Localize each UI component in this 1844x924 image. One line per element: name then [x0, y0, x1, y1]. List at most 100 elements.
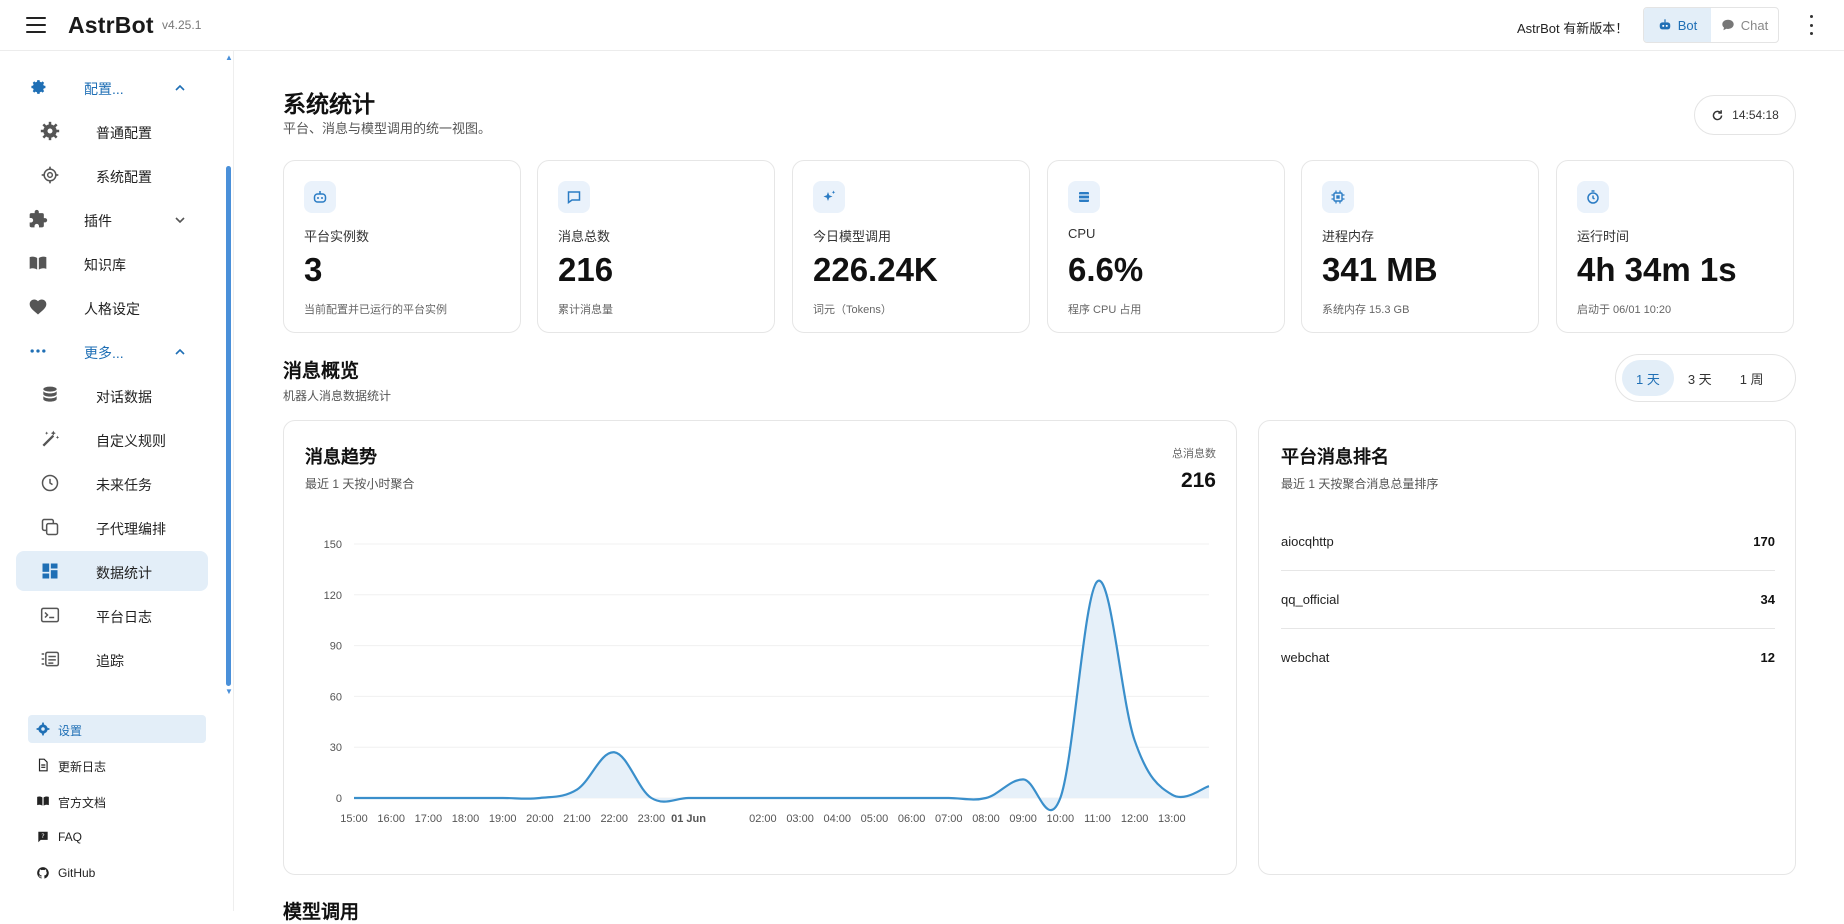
chat-mode-button[interactable]: Chat	[1711, 8, 1778, 42]
sidebar-item-statistics[interactable]: 数据统计	[16, 551, 208, 591]
sidebar-item-config[interactable]: 配置...	[16, 67, 208, 107]
x-tick-label: 19:00	[489, 813, 517, 825]
sidebar-item-future-tasks[interactable]: 未来任务	[16, 463, 208, 503]
y-tick-label: 30	[330, 742, 342, 754]
clock-icon	[40, 473, 60, 493]
stat-note: 词元（Tokens）	[813, 301, 892, 317]
x-tick-label: 15:00	[340, 813, 368, 825]
database-icon	[40, 385, 60, 405]
sidebar-item-more[interactable]: 更多...	[16, 331, 208, 371]
stat-label: 运行时间	[1577, 226, 1629, 245]
stat-card-platforms: 平台实例数 3 当前配置并已运行的平台实例	[283, 160, 521, 333]
x-tick-label: 07:00	[935, 813, 963, 825]
svg-text:?: ?	[41, 832, 44, 840]
sidebar-item-system-config[interactable]: 系统配置	[16, 155, 208, 195]
refresh-time: 14:54:18	[1732, 108, 1779, 122]
x-tick-label: 03:00	[786, 813, 814, 825]
stat-value: 4h 34m 1s	[1577, 251, 1737, 289]
scroll-down-arrow-icon[interactable]: ▼	[225, 687, 233, 696]
update-notice-link[interactable]: AstrBot 有新版本！	[1517, 18, 1628, 37]
sidebar-item-label: 数据统计	[96, 563, 152, 583]
cpu-icon	[1068, 181, 1100, 213]
chat-icon	[1721, 18, 1735, 32]
sidebar-item-trace[interactable]: 追踪	[16, 639, 208, 679]
page-subtitle: 平台、消息与模型调用的统一视图。	[283, 118, 491, 137]
stat-value: 6.6%	[1068, 251, 1143, 289]
app-brand[interactable]: AstrBot	[68, 12, 154, 39]
dashboard-icon	[40, 561, 60, 581]
ranking-row: qq_official 34	[1281, 571, 1775, 629]
sidebar-item-subagent[interactable]: 子代理编排	[16, 507, 208, 547]
sidebar-item-label: 对话数据	[96, 387, 152, 407]
sidebar-item-general-config[interactable]: 普通配置	[16, 111, 208, 151]
bottom-item-faq[interactable]: ? FAQ	[28, 823, 206, 851]
menu-icon[interactable]	[26, 17, 46, 33]
ranking-platform-count: 170	[1753, 534, 1775, 549]
stat-card-uptime: 运行时间 4h 34m 1s 启动于 06/01 10:20	[1556, 160, 1794, 333]
bottom-item-settings[interactable]: 设置	[28, 715, 206, 743]
x-tick-label: 23:00	[638, 813, 666, 825]
sidebar: 配置... 普通配置 系统配置 插件 知识库 人格设定 更多...	[0, 51, 234, 911]
chat-icon	[558, 181, 590, 213]
magic-wand-icon	[40, 429, 60, 449]
range-1-week-button[interactable]: 1 周	[1726, 360, 1778, 396]
y-tick-label: 60	[330, 691, 342, 703]
x-tick-label: 04:00	[823, 813, 851, 825]
robot-icon	[1658, 18, 1672, 32]
mode-toggle: Bot Chat	[1643, 7, 1779, 43]
page-title: 系统统计	[283, 85, 375, 119]
stat-value: 216	[558, 251, 613, 289]
layers-icon	[40, 517, 60, 537]
bottom-item-github[interactable]: GitHub	[28, 859, 206, 887]
help-icon: ?	[36, 830, 50, 844]
heart-icon	[28, 297, 48, 317]
y-tick-label: 120	[324, 590, 342, 602]
sidebar-item-label: 人格设定	[84, 299, 140, 319]
app-version: v4.25.1	[162, 18, 201, 32]
range-3-day-button[interactable]: 3 天	[1674, 360, 1726, 396]
x-tick-label: 09:00	[1009, 813, 1037, 825]
sidebar-scrollbar[interactable]	[226, 166, 231, 686]
sparkle-icon	[813, 181, 845, 213]
robot-icon	[304, 181, 336, 213]
sidebar-item-plugins[interactable]: 插件	[16, 199, 208, 239]
range-1-day-button[interactable]: 1 天	[1622, 360, 1674, 396]
sidebar-nav: 配置... 普通配置 系统配置 插件 知识库 人格设定 更多...	[0, 51, 234, 696]
bottom-item-label: 更新日志	[58, 758, 106, 775]
scroll-up-arrow-icon[interactable]: ▲	[225, 53, 233, 62]
x-tick-label: 01 Jun	[671, 813, 706, 825]
x-tick-label: 16:00	[377, 813, 405, 825]
ranking-platform-count: 12	[1761, 650, 1775, 665]
sidebar-item-knowledge-base[interactable]: 知识库	[16, 243, 208, 283]
more-options-icon[interactable]	[1806, 15, 1816, 35]
sidebar-item-label: 未来任务	[96, 475, 152, 495]
ranking-row: webchat 12	[1281, 629, 1775, 687]
bottom-item-label: FAQ	[58, 830, 82, 844]
list-icon	[40, 649, 60, 669]
sidebar-item-platform-logs[interactable]: 平台日志	[16, 595, 208, 635]
x-tick-label: 05:00	[861, 813, 889, 825]
sidebar-item-persona[interactable]: 人格设定	[16, 287, 208, 327]
stat-label: 进程内存	[1322, 226, 1374, 245]
main-content: 系统统计 平台、消息与模型调用的统一视图。 14:54:18 平台实例数 3 当…	[235, 51, 1844, 911]
sidebar-item-custom-rules[interactable]: 自定义规则	[16, 419, 208, 459]
ranking-row: aiocqhttp 170	[1281, 513, 1775, 571]
bottom-item-label: GitHub	[58, 866, 95, 880]
bottom-item-docs[interactable]: 官方文档	[28, 787, 206, 815]
stat-label: CPU	[1068, 226, 1095, 241]
memory-icon	[1322, 181, 1354, 213]
bot-mode-button[interactable]: Bot	[1644, 8, 1711, 42]
bot-mode-label: Bot	[1678, 18, 1698, 33]
bottom-item-changelog[interactable]: 更新日志	[28, 751, 206, 779]
stat-value: 341 MB	[1322, 251, 1438, 289]
stat-card-messages: 消息总数 216 累计消息量	[537, 160, 775, 333]
refresh-icon	[1711, 109, 1724, 122]
x-tick-label: 12:00	[1121, 813, 1149, 825]
sidebar-item-conversations[interactable]: 对话数据	[16, 375, 208, 415]
bottom-item-label: 设置	[58, 722, 82, 739]
x-tick-label: 13:00	[1158, 813, 1186, 825]
stat-label: 消息总数	[558, 226, 610, 245]
refresh-button[interactable]: 14:54:18	[1694, 95, 1796, 135]
stopwatch-icon	[1577, 181, 1609, 213]
